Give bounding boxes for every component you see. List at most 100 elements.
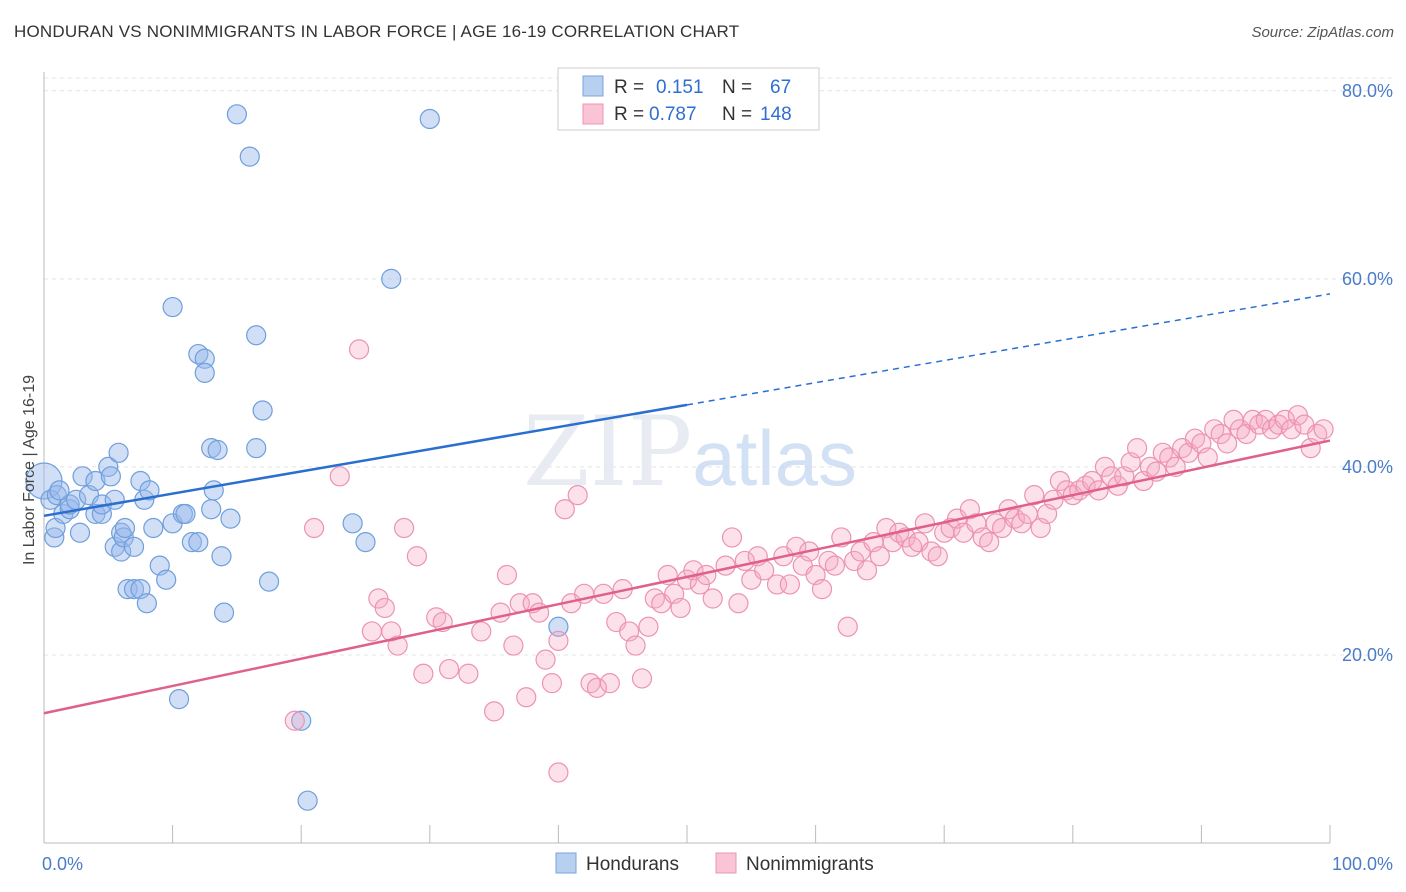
y-tick-label-3: 80.0% xyxy=(1342,81,1393,101)
nonimmigrant-point-15 xyxy=(458,663,479,684)
nonimmigrant-point-22 xyxy=(516,687,537,708)
honduran-point-51 xyxy=(213,602,235,623)
honduran-point-57 xyxy=(252,400,273,421)
honduran-point-65 xyxy=(548,616,569,637)
x-tick-label-0: 0.0% xyxy=(42,854,83,874)
honduran-point-66 xyxy=(49,480,70,501)
nonimmigrant-point-34 xyxy=(586,677,608,698)
honduran-point-20 xyxy=(108,442,129,463)
honduran-point-56 xyxy=(246,325,267,346)
honduran-point-17 xyxy=(100,466,121,487)
nonimmigrant-point-52 xyxy=(702,588,723,609)
trend-lines xyxy=(43,293,1331,715)
nonimmigrant-point-2 xyxy=(329,466,350,487)
nonimmigrant-point-29 xyxy=(554,499,575,520)
nonimmigrant-point-17 xyxy=(484,701,505,722)
legend: R = 0.151 N = 67 R = 0.787 N = 148 xyxy=(557,67,820,131)
honduran-point-13 xyxy=(85,470,106,492)
x-tick-labels: 0.0% 100.0% xyxy=(42,854,1393,874)
legend-r-label-1: R = xyxy=(614,77,644,98)
trend-hondurans-extension xyxy=(686,293,1331,406)
nonimmigrant-point-85 xyxy=(927,546,948,567)
nonimmigrant-point-116 xyxy=(1126,437,1148,459)
nonimmigrant-point-28 xyxy=(548,762,569,783)
y-axis-label: In Labor Force | Age 16-19 xyxy=(21,375,38,565)
watermark: ZIPatlas xyxy=(523,396,857,508)
legend-r-label-2: R = xyxy=(614,104,644,125)
honduran-point-44 xyxy=(194,348,215,369)
nonimmigrant-point-93 xyxy=(979,532,1000,553)
honduran-point-50 xyxy=(211,546,232,567)
honduran-point-53 xyxy=(226,104,247,125)
honduran-point-54 xyxy=(239,146,260,167)
nonimmigrant-point-100 xyxy=(1024,485,1045,506)
bottom-legend-swatch-hondurans xyxy=(555,852,577,874)
series-hondurans xyxy=(25,104,569,811)
chart-title: HONDURAN VS NONIMMIGRANTS IN LABOR FORCE… xyxy=(14,22,740,41)
y-tick-label-2: 60.0% xyxy=(1342,269,1393,289)
legend-n-value-2: 148 xyxy=(760,104,792,125)
honduran-point-9 xyxy=(69,522,91,543)
honduran-point-10 xyxy=(72,466,93,487)
nonimmigrant-point-69 xyxy=(824,555,845,576)
nonimmigrant-point-74 xyxy=(856,560,878,581)
honduran-point-58 xyxy=(258,571,280,592)
nonimmigrant-point-1 xyxy=(303,517,325,539)
y-tick-label-1: 40.0% xyxy=(1342,457,1393,477)
honduran-point-19 xyxy=(104,489,125,510)
legend-r-value-2: 0.787 xyxy=(649,104,697,125)
bottom-legend-hondurans: Hondurans xyxy=(586,854,679,875)
nonimmigrant-point-42 xyxy=(638,616,659,637)
nonimmigrant-point-76 xyxy=(869,546,891,567)
honduran-point-31 xyxy=(136,593,157,614)
bottom-legend-nonimmigrants: Nonimmigrants xyxy=(746,854,874,875)
honduran-point-49 xyxy=(207,439,228,461)
honduran-point-46 xyxy=(201,499,222,520)
source-label: Source: ZipAtlas.com xyxy=(1251,24,1394,41)
nonimmigrant-point-47 xyxy=(670,597,691,619)
legend-n-value-1: 67 xyxy=(770,77,791,98)
honduran-point-62 xyxy=(355,532,376,553)
honduran-point-42 xyxy=(188,532,209,553)
nonimmigrant-point-40 xyxy=(625,635,646,656)
legend-n-label-2: N = xyxy=(722,104,752,125)
nonimmigrant-point-18 xyxy=(490,602,511,623)
legend-r-value-1: 0.151 xyxy=(656,77,704,98)
nonimmigrant-point-145 xyxy=(1313,419,1334,440)
y-tick-labels: 20.0% 40.0% 60.0% 80.0% xyxy=(1342,81,1393,665)
series-nonimmigrants xyxy=(284,339,1334,783)
nonimmigrant-point-83 xyxy=(914,513,936,534)
nonimmigrant-point-26 xyxy=(541,673,563,694)
honduran-point-60 xyxy=(297,790,318,811)
nonimmigrant-point-27 xyxy=(548,630,569,651)
honduran-point-63 xyxy=(381,268,402,289)
nonimmigrant-point-0 xyxy=(284,710,305,731)
nonimmigrant-point-9 xyxy=(393,517,415,539)
nonimmigrant-point-6 xyxy=(374,597,395,619)
nonimmigrant-point-16 xyxy=(471,621,492,642)
legend-n-label-1: N = xyxy=(722,77,752,98)
nonimmigrant-point-11 xyxy=(413,663,434,684)
legend-swatch-blue xyxy=(582,75,604,97)
nonimmigrant-point-14 xyxy=(438,658,460,680)
nonimmigrant-point-54 xyxy=(721,527,743,548)
nonimmigrant-point-55 xyxy=(728,593,749,614)
honduran-point-55 xyxy=(246,437,267,459)
honduran-point-27 xyxy=(123,536,145,557)
honduran-point-26 xyxy=(123,579,145,600)
axes xyxy=(43,72,1331,844)
honduran-point-59 xyxy=(291,710,312,731)
honduran-point-61 xyxy=(342,513,363,534)
bottom-legend-swatch-nonimmigrants xyxy=(715,852,737,874)
nonimmigrant-point-31 xyxy=(567,485,588,506)
honduran-point-52 xyxy=(220,508,241,529)
trend-nonimmigrants xyxy=(43,439,1331,715)
honduran-point-36 xyxy=(162,296,183,318)
nonimmigrant-point-10 xyxy=(406,546,428,567)
honduran-point-45 xyxy=(194,362,215,383)
honduran-point-33 xyxy=(143,517,164,539)
honduran-point-40 xyxy=(175,503,196,525)
bottom-legend: Hondurans Nonimmigrants xyxy=(555,852,874,875)
nonimmigrant-point-20 xyxy=(503,635,524,656)
